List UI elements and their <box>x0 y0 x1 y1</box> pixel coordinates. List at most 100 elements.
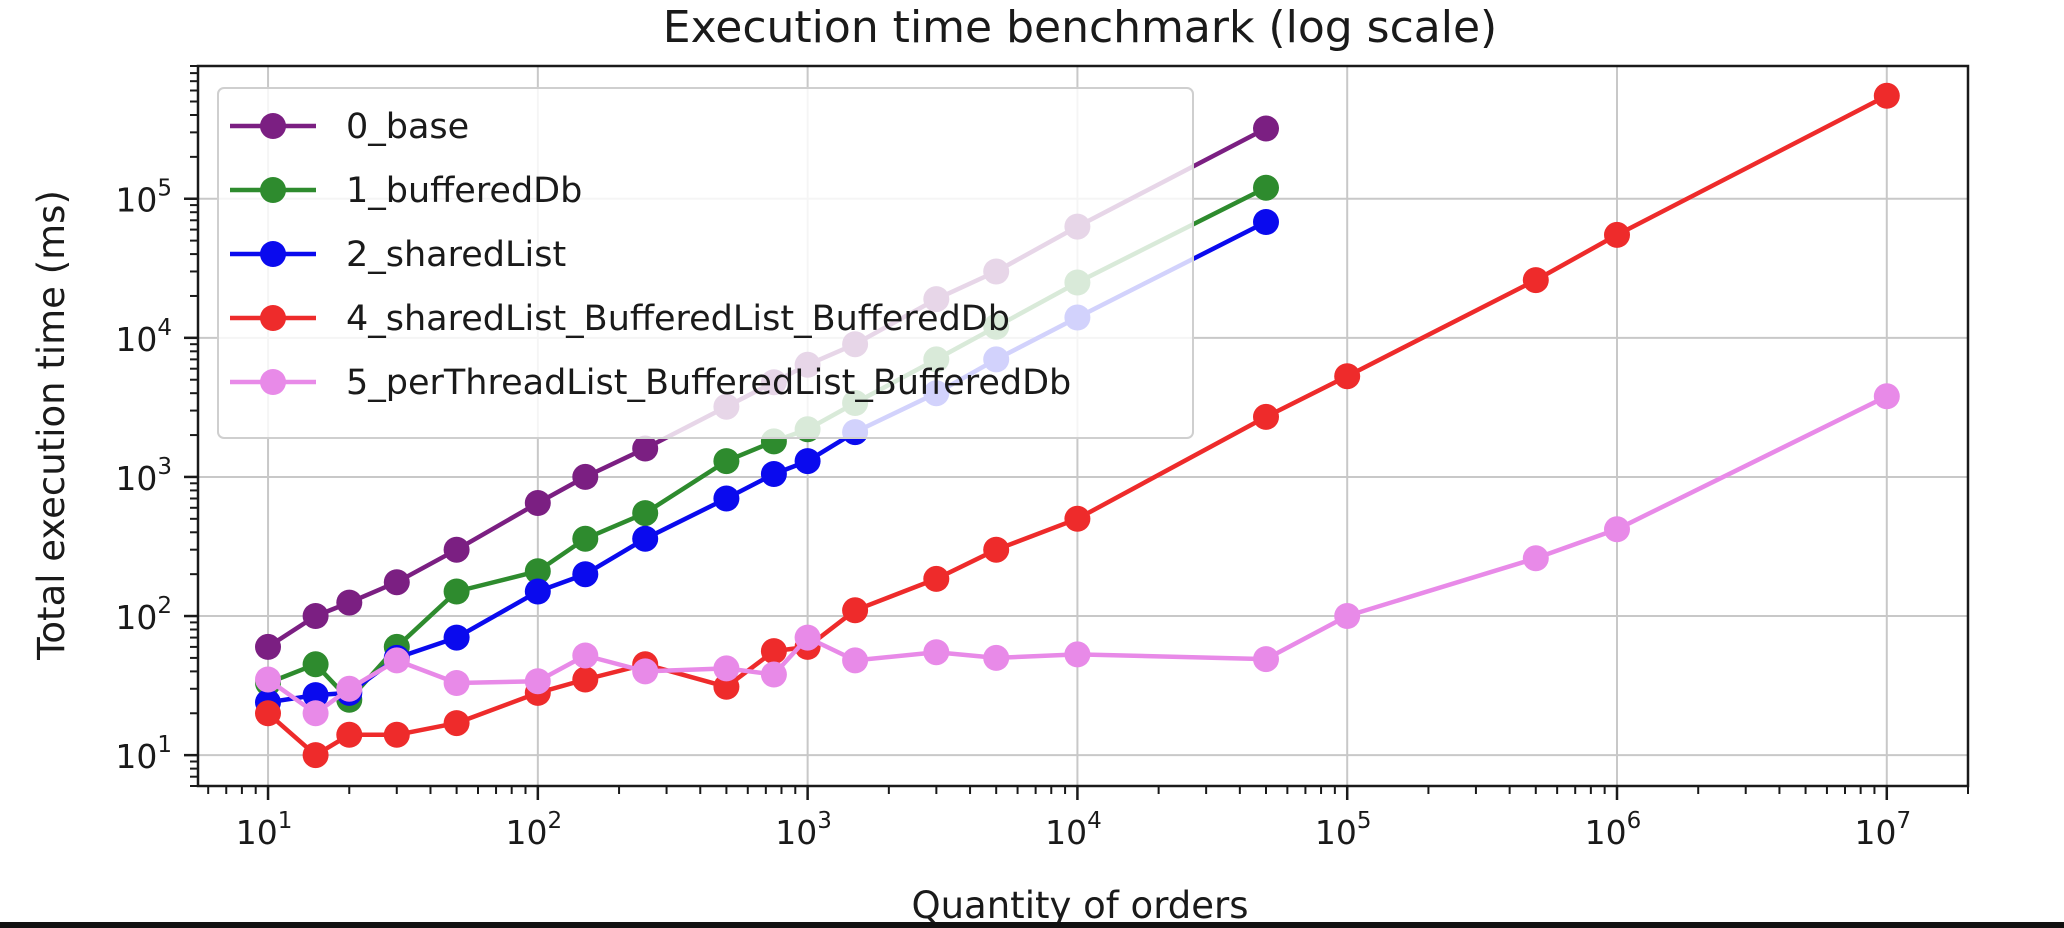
legend-label-0_base: 0_base <box>346 107 469 147</box>
legend-entry-0_base[interactable]: 0_base <box>230 107 469 147</box>
point-2_sharedList-7 <box>632 525 659 552</box>
y-tick-label-0: 101 <box>115 732 172 776</box>
point-2_sharedList-8 <box>713 485 740 512</box>
legend-label-2_sharedList: 2_sharedList <box>346 235 566 275</box>
point-4_sharedList_BufferedList_BufferedDb-1 <box>302 742 329 769</box>
legend-marker-2_sharedList <box>260 241 286 267</box>
series-4_sharedList_BufferedList_BufferedDb <box>255 82 1900 769</box>
point-4_sharedList_BufferedList_BufferedDb-11 <box>842 597 869 624</box>
x-tick-label-1: 102 <box>506 808 563 852</box>
point-4_sharedList_BufferedList_BufferedDb-16 <box>1334 363 1361 390</box>
point-2_sharedList-4 <box>443 624 470 651</box>
legend-entry-4_sharedList_BufferedList_BufferedDb[interactable]: 4_sharedList_BufferedList_BufferedDb <box>230 299 1010 339</box>
point-4_sharedList_BufferedList_BufferedDb-6 <box>572 666 599 693</box>
point-4_sharedList_BufferedList_BufferedDb-4 <box>443 710 470 737</box>
x-tick-label-5: 106 <box>1585 808 1642 852</box>
point-0_base-4 <box>443 536 470 563</box>
point-5_perThreadList_BufferedList_BufferedDb-11 <box>842 647 869 674</box>
point-5_perThreadList_BufferedList_BufferedDb-3 <box>383 647 410 674</box>
point-5_perThreadList_BufferedList_BufferedDb-15 <box>1253 646 1279 673</box>
point-5_perThreadList_BufferedList_BufferedDb-14 <box>1064 641 1091 668</box>
legend-marker-5_perThreadList_BufferedList_BufferedDb <box>260 369 286 395</box>
legend-entry-2_sharedList[interactable]: 2_sharedList <box>230 235 566 275</box>
point-5_perThreadList_BufferedList_BufferedDb-2 <box>336 675 363 702</box>
legend-entry-5_perThreadList_BufferedList_BufferedDb[interactable]: 5_perThreadList_BufferedList_BufferedDb <box>230 363 1071 403</box>
point-5_perThreadList_BufferedList_BufferedDb-8 <box>713 655 740 682</box>
x-tick-label-6: 107 <box>1854 808 1911 852</box>
point-5_perThreadList_BufferedList_BufferedDb-12 <box>923 639 950 666</box>
legend-label-4_sharedList_BufferedList_BufferedDb: 4_sharedList_BufferedList_BufferedDb <box>346 299 1010 339</box>
point-5_perThreadList_BufferedList_BufferedDb-16 <box>1334 603 1361 629</box>
legend-label-5_perThreadList_BufferedList_BufferedDb: 5_perThreadList_BufferedList_BufferedDb <box>346 363 1071 403</box>
point-0_base-1 <box>302 603 329 629</box>
axes: 101 102 103 104 105 106 107 101 102 103 104 105 <box>115 64 1970 852</box>
point-2_sharedList-1 <box>302 682 329 709</box>
y-tick-label-3: 104 <box>115 315 172 359</box>
point-4_sharedList_BufferedList_BufferedDb-12 <box>923 565 950 592</box>
point-4_sharedList_BufferedList_BufferedDb-17 <box>1522 267 1549 294</box>
point-5_perThreadList_BufferedList_BufferedDb-6 <box>572 642 599 669</box>
point-2_sharedList-6 <box>572 561 599 588</box>
point-4_sharedList_BufferedList_BufferedDb-15 <box>1253 403 1279 430</box>
point-0_base-3 <box>383 569 410 596</box>
point-1_bufferedDb-6 <box>572 525 599 552</box>
point-0_base-5 <box>524 490 551 516</box>
point-1_bufferedDb-7 <box>632 500 659 527</box>
legend-marker-4_sharedList_BufferedList_BufferedDb <box>260 305 286 331</box>
legend[interactable]: 0_base 1_bufferedDb 2_sharedList 4_sharedLi… <box>217 87 1194 439</box>
point-1_bufferedDb-15 <box>1253 174 1279 201</box>
point-0_base-7 <box>632 435 659 462</box>
point-5_perThreadList_BufferedList_BufferedDb-7 <box>632 658 659 685</box>
legend-marker-0_base <box>260 113 286 139</box>
point-5_perThreadList_BufferedList_BufferedDb-19 <box>1873 383 1900 410</box>
point-2_sharedList-15 <box>1253 209 1279 235</box>
point-1_bufferedDb-1 <box>302 651 329 678</box>
point-5_perThreadList_BufferedList_BufferedDb-0 <box>255 666 281 693</box>
point-4_sharedList_BufferedList_BufferedDb-19 <box>1873 82 1900 109</box>
legend-box <box>217 87 1194 439</box>
point-5_perThreadList_BufferedList_BufferedDb-13 <box>983 644 1010 671</box>
point-1_bufferedDb-5 <box>524 558 551 585</box>
y-tick-label-1: 102 <box>115 593 172 637</box>
legend-marker-1_bufferedDb <box>260 177 286 203</box>
point-5_perThreadList_BufferedList_BufferedDb-4 <box>443 670 470 696</box>
x-axis-label: Quantity of orders <box>911 884 1248 927</box>
point-0_base-15 <box>1253 115 1279 142</box>
point-1_bufferedDb-8 <box>713 448 740 475</box>
x-tick-label-4: 105 <box>1315 808 1372 852</box>
point-4_sharedList_BufferedList_BufferedDb-18 <box>1604 221 1630 248</box>
x-tick-label-2: 103 <box>775 808 832 852</box>
point-2_sharedList-5 <box>524 578 551 605</box>
point-2_sharedList-9 <box>760 461 787 487</box>
point-4_sharedList_BufferedList_BufferedDb-14 <box>1064 505 1091 532</box>
legend-entry-1_bufferedDb[interactable]: 1_bufferedDb <box>230 171 582 211</box>
x-tick-label-3: 104 <box>1045 808 1102 852</box>
point-0_base-6 <box>572 463 599 490</box>
window-bottom-edge <box>0 922 2064 928</box>
y-tick-label-4: 105 <box>115 176 172 220</box>
point-1_bufferedDb-4 <box>443 578 470 605</box>
point-4_sharedList_BufferedList_BufferedDb-13 <box>983 536 1010 563</box>
point-4_sharedList_BufferedList_BufferedDb-2 <box>336 721 363 748</box>
axes-frame <box>196 64 1970 788</box>
point-0_base-2 <box>336 589 363 616</box>
point-4_sharedList_BufferedList_BufferedDb-3 <box>383 721 410 748</box>
point-4_sharedList_BufferedList_BufferedDb-8 <box>713 673 740 700</box>
chart-title: Execution time benchmark (log scale) <box>663 2 1497 53</box>
x-tick-label-0: 101 <box>236 808 293 852</box>
point-0_base-0 <box>255 633 281 660</box>
point-5_perThreadList_BufferedList_BufferedDb-9 <box>760 661 787 688</box>
point-5_perThreadList_BufferedList_BufferedDb-5 <box>524 668 551 695</box>
y-tick-label-2: 103 <box>115 454 172 498</box>
point-5_perThreadList_BufferedList_BufferedDb-1 <box>302 700 329 727</box>
point-5_perThreadList_BufferedList_BufferedDb-18 <box>1604 516 1630 543</box>
legend-label-1_bufferedDb: 1_bufferedDb <box>346 171 582 211</box>
point-5_perThreadList_BufferedList_BufferedDb-10 <box>794 624 821 651</box>
point-4_sharedList_BufferedList_BufferedDb-9 <box>760 638 787 665</box>
y-axis-label: Total execution time (ms) <box>30 190 73 661</box>
point-2_sharedList-10 <box>794 448 821 475</box>
series-layer <box>255 82 1900 769</box>
point-5_perThreadList_BufferedList_BufferedDb-17 <box>1522 545 1549 572</box>
point-4_sharedList_BufferedList_BufferedDb-0 <box>255 700 281 727</box>
